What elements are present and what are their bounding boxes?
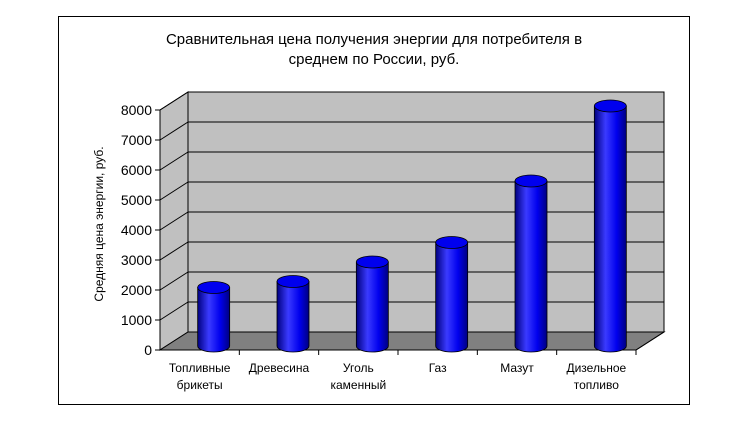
bar (435, 242, 469, 353)
chart-title: Сравнительная цена получения энергии для… (58, 30, 690, 70)
gridline-side (159, 91, 189, 111)
bar (197, 287, 231, 353)
bar-top (355, 255, 389, 269)
bar-top (276, 275, 310, 288)
x-tick-label: Дизельное (566, 361, 626, 375)
floor (158, 331, 666, 351)
gridline-side (159, 121, 189, 141)
y-tick-label: 5000 (121, 192, 152, 208)
gridline-side (159, 271, 189, 291)
y-tick-label: 8000 (121, 102, 152, 118)
y-tick-label: 0 (144, 342, 152, 358)
y-tick-label: 7000 (121, 132, 152, 148)
x-tick-label: Газ (429, 361, 447, 375)
y-tick-label: 2000 (121, 282, 152, 298)
gridline-side (159, 241, 189, 261)
x-tick-label: каменный (330, 378, 386, 392)
bar-top (593, 99, 627, 113)
bar (276, 281, 310, 353)
gridline-side (159, 301, 189, 321)
y-axis-title: Средняя цена энергии, руб. (92, 146, 106, 301)
x-tick-label: Древесина (249, 361, 310, 375)
bar (355, 261, 389, 353)
floor-edge (635, 331, 665, 351)
x-tick-label: Мазут (500, 361, 534, 375)
chart-title-line-1: Сравнительная цена получения энергии для… (165, 31, 583, 48)
y-tick-label: 1000 (121, 312, 152, 328)
bar-top (435, 236, 469, 249)
bar (593, 105, 627, 353)
gridline-side (159, 151, 189, 171)
x-tick-label: Топливные (169, 361, 231, 375)
y-tick-label: 4000 (121, 222, 152, 238)
gridline-side (159, 211, 189, 231)
x-tick-label: Уголь (343, 361, 374, 375)
chart-title-line-2: среднем по России, руб. (288, 51, 460, 68)
y-tick-label: 3000 (121, 252, 152, 268)
y-tick-label: 6000 (121, 162, 152, 178)
bar-top (514, 174, 548, 188)
x-tick-label: брикеты (177, 378, 223, 392)
gridline-side (159, 181, 189, 201)
bar-top (197, 281, 231, 294)
bar (514, 180, 548, 353)
x-tick-label: топливо (574, 378, 619, 392)
